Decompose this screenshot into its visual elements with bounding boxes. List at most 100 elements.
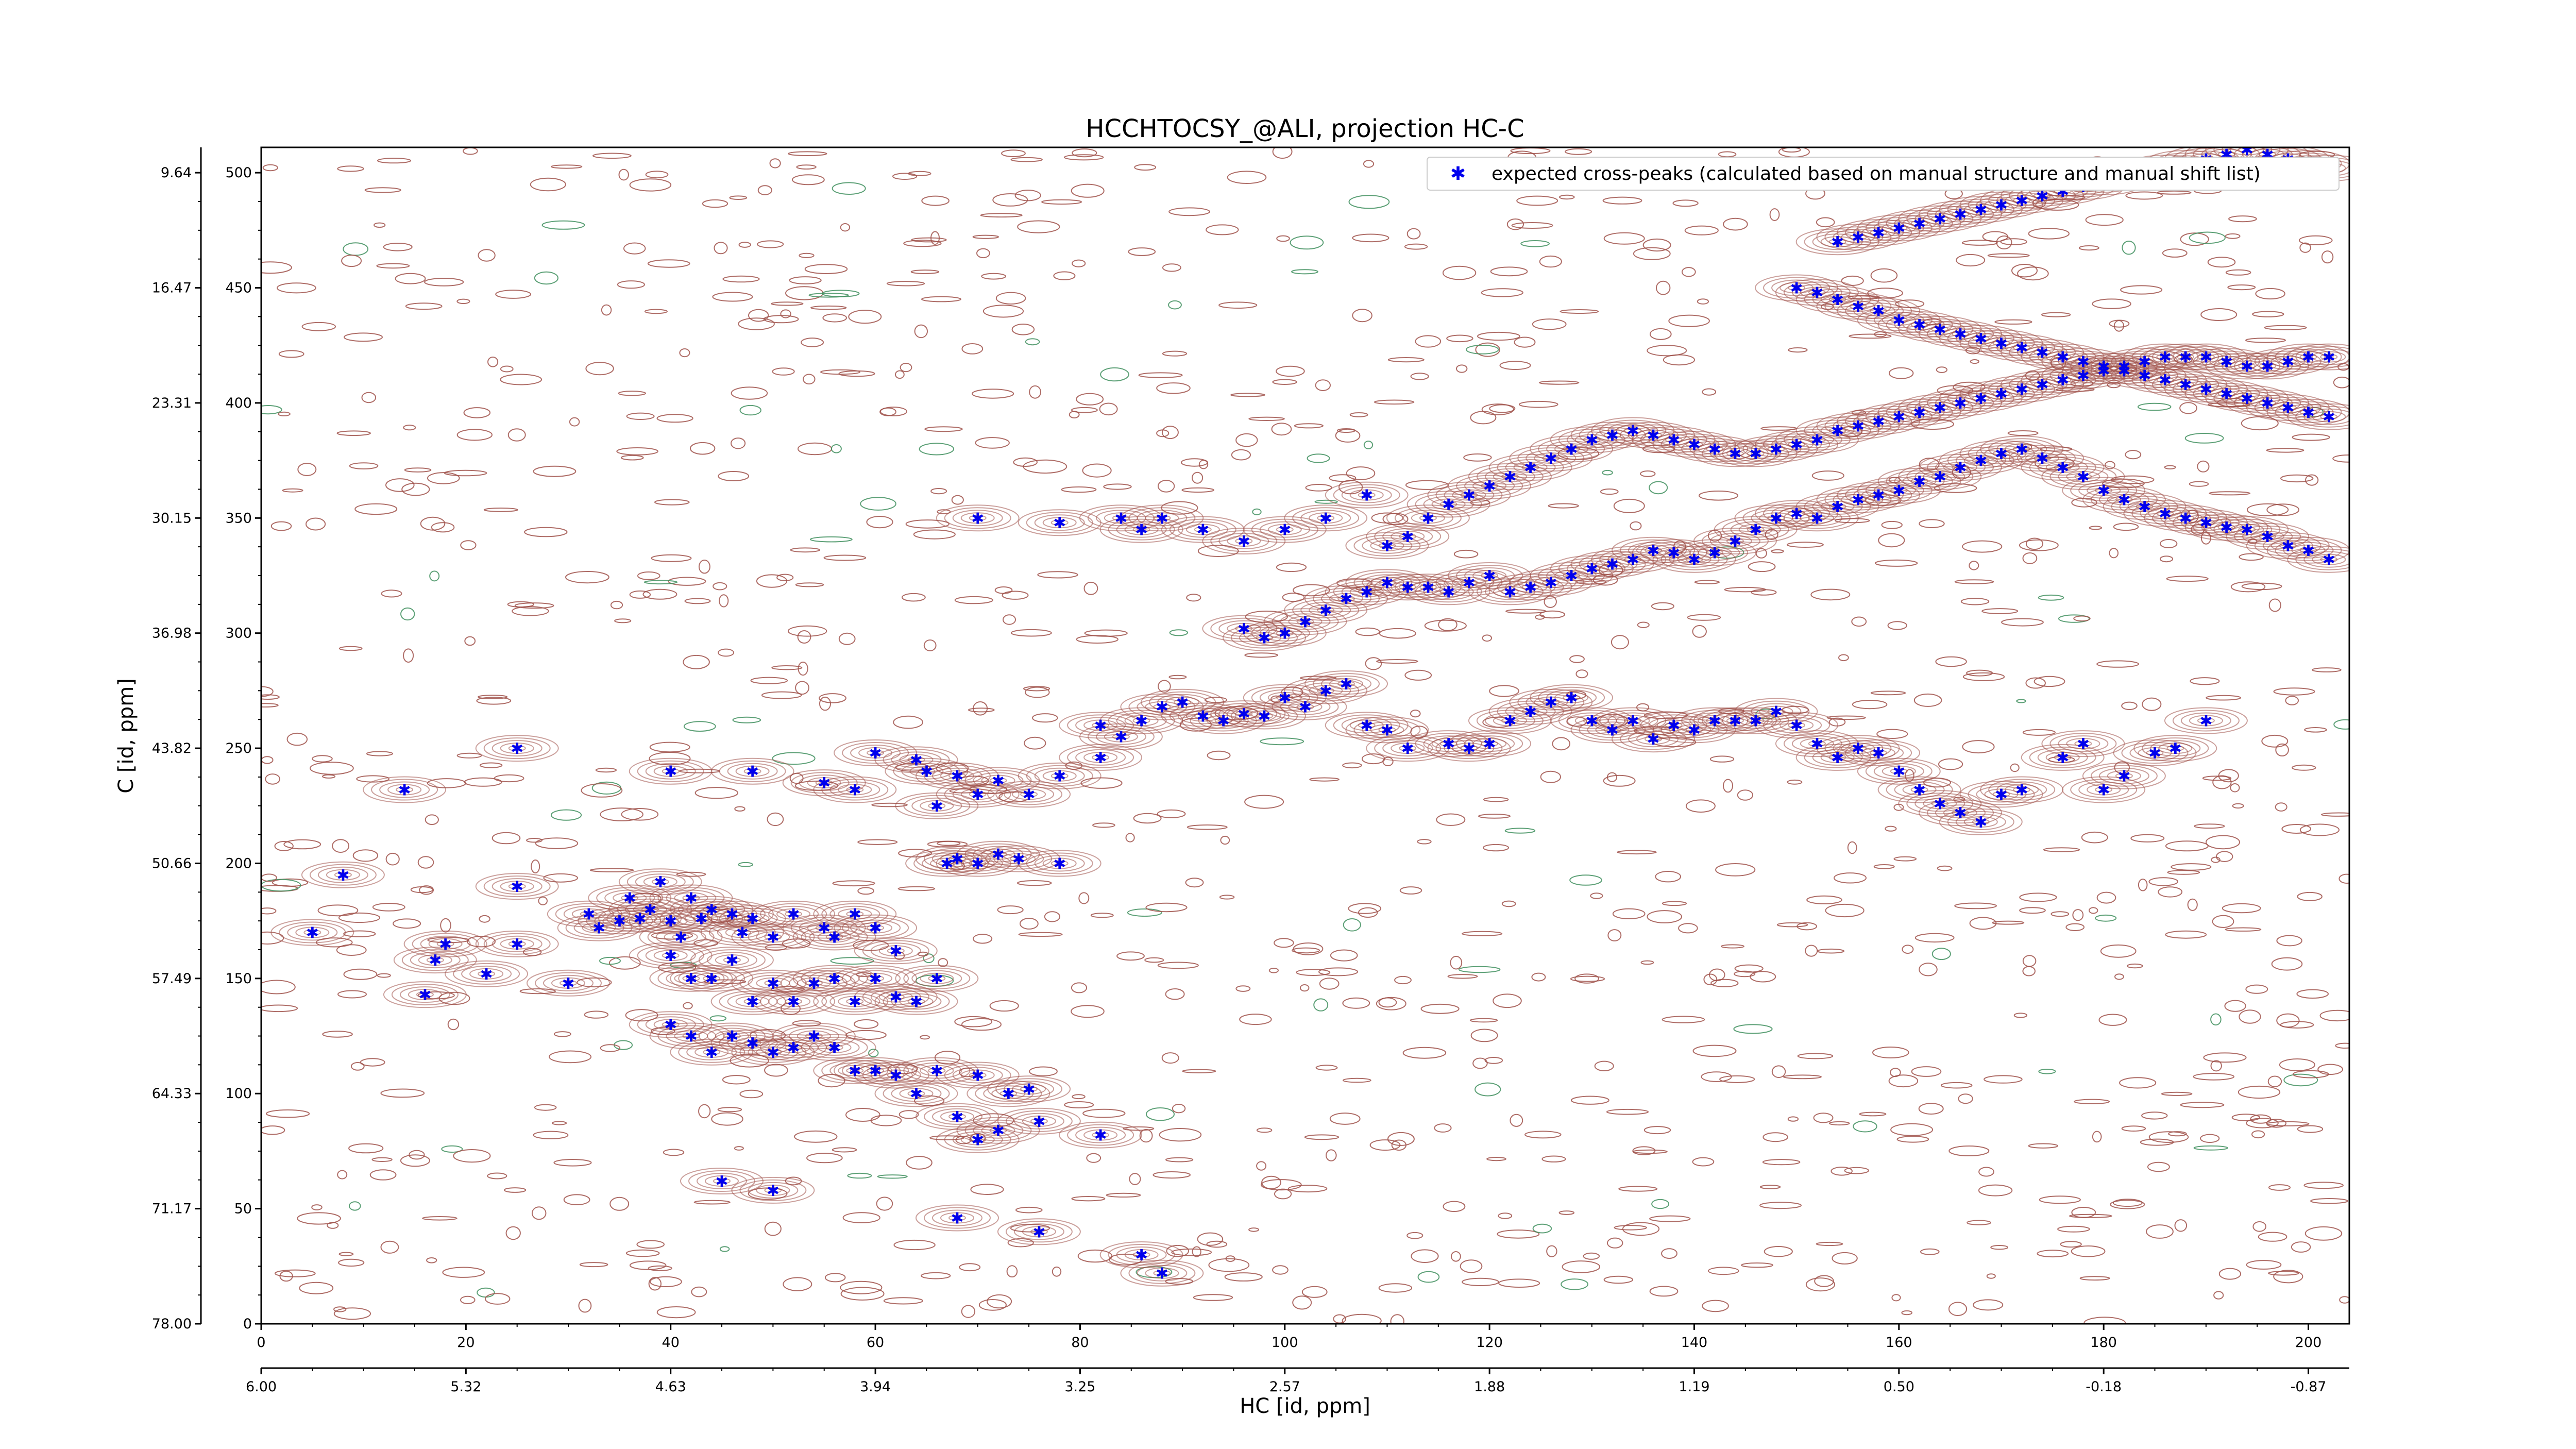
cross-peak-point: ✱	[2302, 404, 2315, 422]
cross-peak-point: ✱	[1585, 431, 1598, 449]
contour-ring	[492, 878, 543, 895]
contour-ring	[2333, 719, 2349, 730]
contour-ring	[403, 930, 487, 957]
contour-ring	[703, 1049, 721, 1055]
contour-ring	[1086, 1153, 1101, 1163]
contour-ring	[1847, 841, 1857, 854]
contour-ring	[662, 1021, 680, 1028]
contour-ring	[1919, 519, 1945, 529]
contour-ring	[895, 370, 905, 379]
contour-ring	[2072, 909, 2084, 921]
contour-ring	[1759, 1185, 1781, 1189]
contour-ring	[810, 536, 853, 543]
contour-ring	[846, 786, 864, 793]
contour-ring	[1276, 562, 1307, 572]
cross-peak-point: ✱	[2056, 749, 2069, 767]
contour-ring	[1538, 380, 1580, 385]
contour-ring	[1734, 970, 1756, 978]
contour-ring	[919, 443, 955, 456]
contour-ring	[1737, 789, 1753, 801]
legend-marker: ✱	[1450, 163, 1466, 184]
contour-ring	[757, 185, 772, 195]
contour-ring	[2079, 1276, 2110, 1281]
cross-peak-point: ✱	[828, 1039, 841, 1057]
contour-ring	[2005, 784, 2039, 796]
cross-peak-point: ✱	[2179, 510, 2192, 528]
contour-ring	[404, 467, 432, 473]
contour-ring	[1378, 727, 1396, 733]
contour-ring	[2147, 1161, 2170, 1172]
cross-peak-point: ✱	[439, 936, 452, 954]
contour-ring	[1475, 1082, 1501, 1097]
contour-ring	[842, 1059, 909, 1082]
contour-ring	[2251, 1130, 2265, 1139]
contour-ring	[688, 1170, 755, 1192]
contour-ring	[1420, 1003, 1460, 1014]
contour-ring	[1406, 1232, 1423, 1239]
contour-ring	[1656, 280, 1671, 295]
cross-peak-point: ✱	[1688, 436, 1701, 454]
contour-ring	[969, 1072, 987, 1079]
contour-ring	[2222, 903, 2261, 914]
contour-ring	[310, 762, 354, 775]
cross-peak-point: ✱	[1810, 735, 1823, 753]
contour-ring	[938, 958, 948, 967]
contour-ring	[543, 974, 594, 991]
contour-ring	[923, 953, 935, 964]
contour-ring	[1901, 1310, 1912, 1316]
contour-ring	[1898, 790, 1982, 817]
contour-ring	[690, 442, 716, 455]
x-tick-label: 60	[867, 1335, 884, 1351]
contour-ring	[1346, 466, 1376, 480]
contour-ring	[1382, 528, 1433, 545]
contour-ring	[927, 840, 968, 848]
contour-ring	[1575, 669, 1588, 679]
contour-ring	[1106, 1192, 1141, 1198]
contour-ring	[1042, 770, 1077, 782]
contour-ring	[2158, 743, 2193, 754]
cross-peak-point: ✱	[2159, 505, 2172, 523]
cross-peak-point: ✱	[1401, 579, 1414, 597]
contour-ring	[2261, 734, 2289, 748]
x-axis-title: HC [id, ppm]	[1240, 1394, 1370, 1418]
cross-peak-point: ✱	[910, 751, 923, 769]
contour-ring	[1157, 480, 1175, 493]
cross-peak-point: ✱	[715, 1173, 728, 1191]
contour-ring	[426, 1257, 437, 1263]
contour-ring	[2267, 1075, 2282, 1087]
cross-peak-point: ✱	[1156, 1265, 1168, 1283]
contour-ring	[1651, 1199, 1670, 1209]
contour-ring	[637, 571, 660, 580]
contour-ring	[722, 1075, 751, 1085]
contour-ring	[1560, 309, 1599, 314]
contour-ring	[1600, 488, 1619, 495]
contour-ring	[530, 177, 566, 192]
contour-ring	[1730, 521, 1781, 538]
cross-peak-point: ✱	[1749, 521, 1762, 540]
cross-peak-point: ✱	[1503, 583, 1516, 601]
contour-ring	[897, 886, 936, 891]
contour-ring	[1415, 335, 1442, 348]
contour-ring	[792, 1034, 876, 1061]
cross-peak-point: ✱	[1032, 1223, 1045, 1241]
contour-ring	[445, 960, 529, 987]
cross-peak-point: ✱	[849, 906, 861, 924]
contour-ring	[899, 1088, 934, 1100]
contour-ring	[1649, 328, 1672, 340]
contour-ring	[436, 940, 454, 947]
contour-ring	[1820, 501, 1855, 512]
x-ppm-tick-label: 6.00	[246, 1379, 277, 1395]
contour-ring	[1041, 199, 1082, 205]
contour-ring	[1791, 510, 1842, 527]
contour-ring	[2239, 553, 2264, 561]
contour-ring	[2041, 312, 2071, 317]
cross-peak-point: ✱	[1299, 613, 1312, 631]
y-ppm-tick-label: 71.17	[152, 1201, 192, 1217]
contour-ring	[1826, 715, 1866, 720]
contour-ring	[1116, 1246, 1167, 1263]
contour-ring	[1083, 581, 1098, 595]
contour-ring	[1276, 365, 1305, 377]
contour-ring	[1185, 878, 1204, 888]
contour-ring	[2271, 957, 2303, 971]
contour-ring	[418, 954, 452, 966]
